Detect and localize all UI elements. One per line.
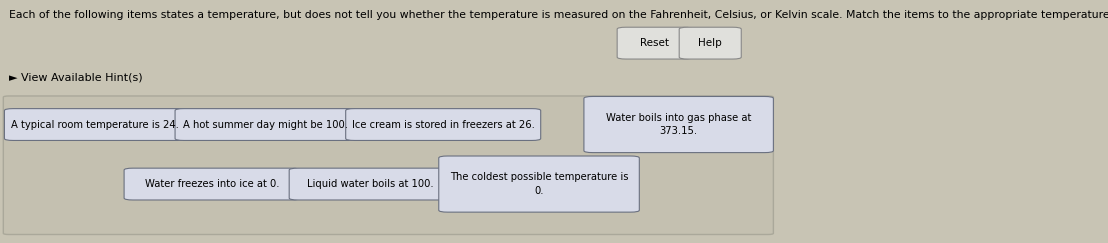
FancyBboxPatch shape: [4, 109, 186, 140]
Text: A hot summer day might be 100.: A hot summer day might be 100.: [184, 120, 348, 130]
Text: Water freezes into ice at 0.: Water freezes into ice at 0.: [145, 179, 279, 189]
FancyBboxPatch shape: [3, 96, 773, 234]
Text: Liquid water boils at 100.: Liquid water boils at 100.: [307, 179, 433, 189]
Text: Each of the following items states a temperature, but does not tell you whether : Each of the following items states a tem…: [9, 10, 1108, 20]
Text: A typical room temperature is 24.: A typical room temperature is 24.: [11, 120, 179, 130]
FancyBboxPatch shape: [175, 109, 357, 140]
Text: Ice cream is stored in freezers at 26.: Ice cream is stored in freezers at 26.: [351, 120, 535, 130]
Text: Reset: Reset: [640, 38, 669, 48]
FancyBboxPatch shape: [439, 156, 639, 212]
FancyBboxPatch shape: [584, 96, 773, 153]
Text: ► View Available Hint(s): ► View Available Hint(s): [9, 73, 143, 83]
Text: Water boils into gas phase at
373.15.: Water boils into gas phase at 373.15.: [606, 113, 751, 136]
Text: The coldest possible temperature is
0.: The coldest possible temperature is 0.: [450, 173, 628, 196]
FancyBboxPatch shape: [679, 27, 741, 59]
FancyBboxPatch shape: [346, 109, 541, 140]
Text: Help: Help: [698, 38, 722, 48]
FancyBboxPatch shape: [289, 168, 451, 200]
FancyBboxPatch shape: [124, 168, 300, 200]
FancyBboxPatch shape: [617, 27, 692, 59]
